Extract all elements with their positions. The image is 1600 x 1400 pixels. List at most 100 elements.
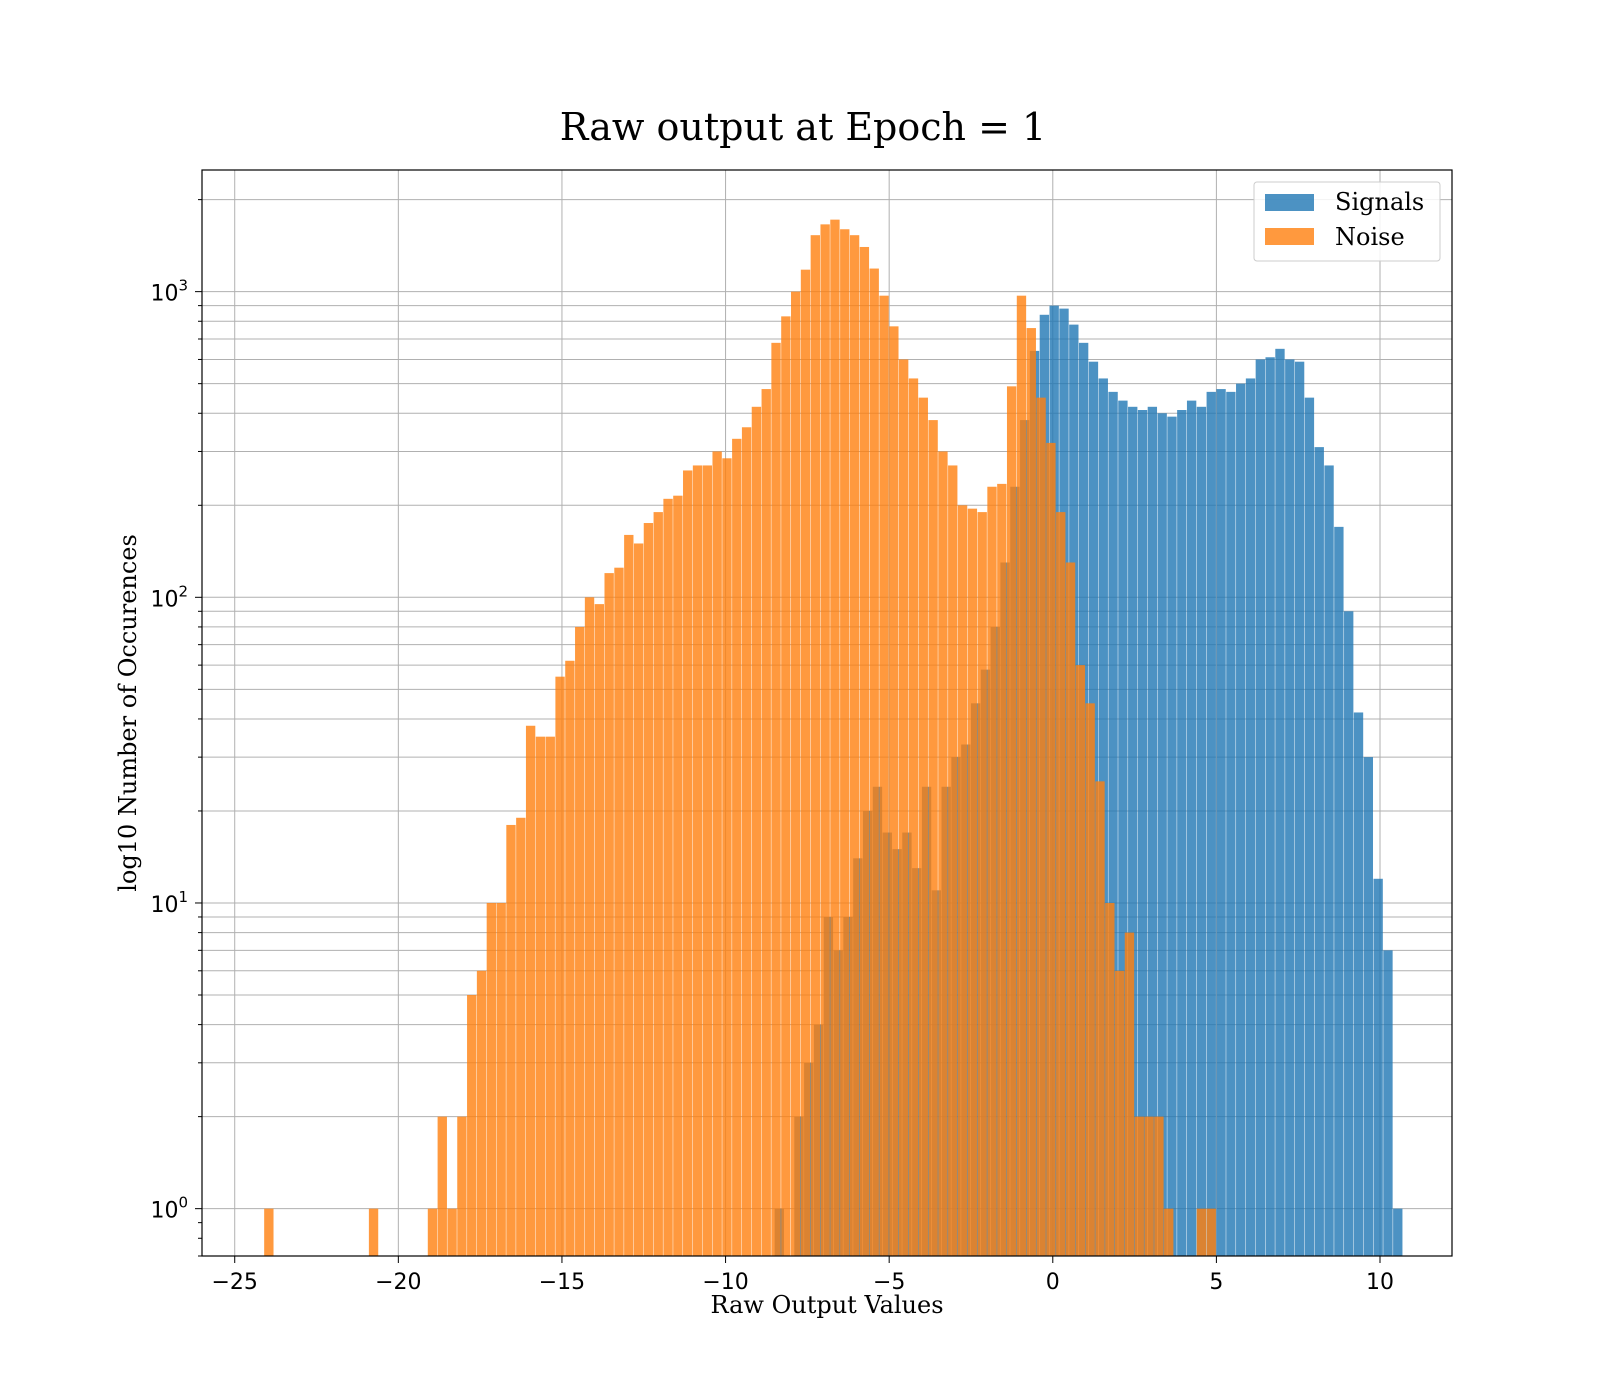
bar-noise (437, 1116, 447, 1256)
bar-signals (1147, 406, 1158, 1256)
bar-signals (1393, 1208, 1403, 1256)
bar-noise (761, 389, 771, 1256)
bar-noise (476, 970, 487, 1256)
bar-signals (1196, 406, 1207, 1256)
bar-signals (1108, 391, 1118, 1256)
bar-noise (1105, 902, 1115, 1256)
x-tick-label: 0 (1046, 1270, 1060, 1295)
bar-noise (447, 1208, 457, 1256)
bar-signals (1137, 410, 1148, 1256)
bar-signals (1177, 410, 1187, 1256)
bar-noise (771, 342, 781, 1257)
bar-signals (1118, 400, 1128, 1256)
bar-noise (496, 902, 506, 1256)
x-axis-label: Raw Output Values (710, 1291, 943, 1319)
bar-noise (1124, 932, 1135, 1256)
bar-noise (555, 676, 565, 1256)
bar-signals (1186, 400, 1197, 1256)
bar-noise (791, 291, 801, 1256)
bar-noise (977, 512, 987, 1256)
bar-signals (1314, 447, 1324, 1256)
bar-signals (1226, 391, 1236, 1256)
bar-noise (427, 1208, 438, 1256)
bar-signals (1275, 348, 1285, 1257)
legend-swatch-signals (1265, 194, 1314, 211)
bar-signals (1255, 359, 1266, 1256)
bar-noise (898, 359, 909, 1256)
bar-signals (1216, 389, 1226, 1256)
bar-noise (781, 316, 791, 1256)
bar-signals (1128, 406, 1138, 1256)
bar-noise (486, 902, 497, 1256)
bar-signals (1353, 712, 1364, 1256)
bar-noise (1144, 1116, 1154, 1256)
bar-noise (938, 451, 948, 1257)
bar-noise (457, 1116, 467, 1256)
legend-label-noise: Noise (1335, 223, 1405, 251)
bar-noise (1075, 665, 1086, 1256)
bar-noise (624, 534, 634, 1256)
bar-noise (741, 427, 752, 1256)
bar-noise (673, 495, 683, 1256)
bar-noise (840, 229, 850, 1256)
x-tick-label: −15 (539, 1270, 585, 1295)
bar-noise (683, 470, 693, 1257)
bar-noise (957, 505, 968, 1256)
x-tick-label: −20 (375, 1270, 421, 1295)
bar-noise (1056, 512, 1066, 1256)
bar-noise (264, 1208, 274, 1256)
bar-noise (633, 543, 644, 1256)
bar-noise (1196, 1208, 1207, 1256)
bar-noise (614, 567, 624, 1256)
bar-signals (1236, 383, 1246, 1256)
bar-signals (1206, 391, 1216, 1256)
y-tick-label: 101 (150, 888, 188, 918)
x-tick-label: 10 (1366, 1270, 1394, 1295)
x-tick-label: 5 (1209, 1270, 1223, 1295)
bar-noise (997, 483, 1007, 1256)
bar-noise (751, 406, 762, 1256)
y-axis-label: log10 Number of Occurences (114, 534, 142, 892)
x-tick-label: −25 (212, 1270, 258, 1295)
bar-signals (1363, 757, 1373, 1256)
bar-noise (1095, 781, 1105, 1256)
y-tick-label: 100 (150, 1194, 188, 1224)
bar-noise (849, 235, 860, 1256)
bar-noise (584, 597, 595, 1256)
series-noise (264, 219, 1216, 1257)
bar-noise (928, 420, 938, 1257)
bar-noise (948, 465, 958, 1256)
bar-noise (918, 397, 928, 1256)
bar-noise (889, 326, 899, 1257)
bar-noise (712, 451, 722, 1257)
legend-label-signals: Signals (1335, 188, 1424, 216)
bar-noise (1206, 1208, 1216, 1256)
y-tick-label: 102 (150, 582, 188, 612)
bar-noise (653, 512, 663, 1256)
bar-noise (859, 246, 870, 1257)
bar-noise (565, 660, 575, 1256)
bar-noise (869, 268, 879, 1256)
bar-noise (1134, 1116, 1144, 1256)
bar-noise (506, 824, 516, 1256)
bar-noise (810, 235, 820, 1256)
bar-noise (879, 295, 889, 1256)
bar-noise (1114, 970, 1125, 1256)
bar-noise (1046, 442, 1056, 1256)
legend: Signals Noise (1253, 181, 1441, 262)
bar-noise (800, 269, 811, 1256)
chart-title: Raw output at Epoch = 1 (560, 105, 1046, 149)
bar-signals (1265, 357, 1275, 1256)
bar-noise (732, 438, 742, 1256)
legend-swatch-noise (1265, 228, 1314, 245)
y-axis-ticks: 100 101 102 103 (150, 199, 202, 1257)
bar-noise (1164, 1208, 1174, 1256)
bar-signals (1245, 378, 1256, 1256)
bar-noise (1016, 295, 1027, 1256)
bar-signals (1294, 361, 1305, 1256)
bar-signals (1344, 611, 1354, 1256)
bar-noise (368, 1208, 379, 1256)
bar-signals (1324, 465, 1334, 1256)
bar-signals (1167, 416, 1177, 1256)
bar-noise (535, 736, 546, 1256)
